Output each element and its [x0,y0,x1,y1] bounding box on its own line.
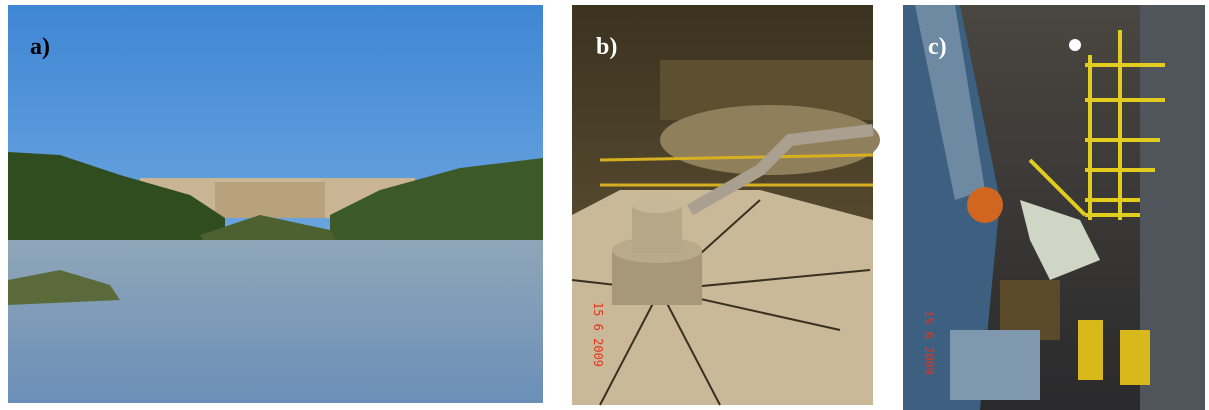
photo-b: b) 15 6 2009 [572,5,880,405]
figure: a) b) 15 6 2009 c) [0,0,1209,410]
date-stamp: 15 6 2009 [591,302,605,367]
photo-c: c) 15 6 2009 [903,5,1205,410]
photo-a: a) [8,5,543,403]
panel-label: c) [928,34,947,60]
panel-label: a) [30,34,50,60]
date-stamp: 15 6 2009 [922,310,936,375]
page: a) b) 15 6 2009 c) [0,0,1209,410]
panel-label: b) [596,34,617,60]
